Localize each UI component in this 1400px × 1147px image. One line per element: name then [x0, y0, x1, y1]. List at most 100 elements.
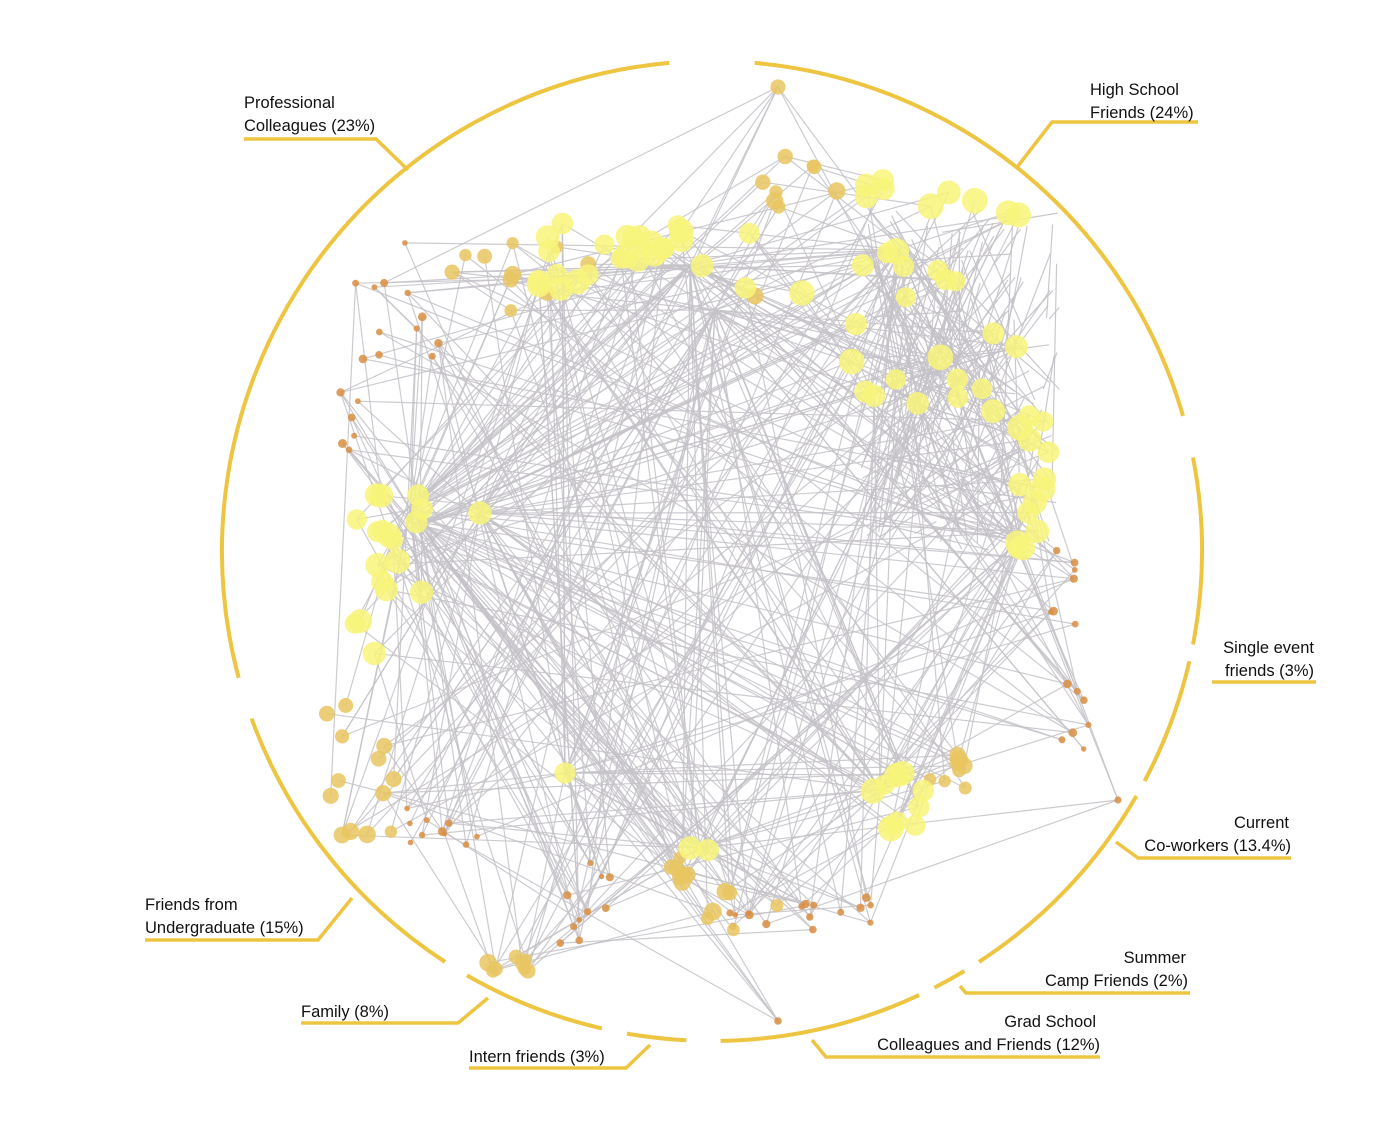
- node-193: [1025, 519, 1050, 544]
- edge-405: [744, 287, 867, 898]
- edge-341: [374, 652, 1073, 734]
- edge-253: [378, 296, 907, 760]
- node-184: [927, 259, 949, 282]
- node-171: [871, 169, 895, 192]
- node-192: [1008, 473, 1032, 497]
- category-ring: [145, 60, 1316, 1070]
- node-234: [789, 280, 815, 306]
- edge-462: [1019, 539, 1119, 801]
- label-intern: Intern friends (3%): [469, 1048, 605, 1066]
- group-label-grad-school: Grad School Colleagues and Friends (12%): [877, 1013, 1100, 1054]
- node-183: [844, 312, 868, 336]
- edge-615: [917, 272, 1050, 383]
- edge-314: [510, 279, 960, 771]
- node-90: [331, 773, 346, 788]
- edge-397: [689, 264, 871, 923]
- node-61: [584, 908, 592, 916]
- edge-242: [421, 249, 901, 510]
- node-56: [732, 912, 738, 918]
- edge-612: [896, 307, 951, 411]
- label-professional-line2: Colleagues (23%): [244, 117, 375, 135]
- edge-458: [564, 772, 701, 849]
- edge-97: [362, 358, 1044, 490]
- node-223: [904, 815, 926, 836]
- node-8: [413, 325, 420, 332]
- edge-16: [680, 86, 779, 232]
- edge-566: [880, 430, 963, 541]
- node-35: [1080, 696, 1088, 704]
- edge-439: [567, 806, 920, 896]
- edge-498: [877, 265, 903, 381]
- edge-281: [409, 509, 443, 832]
- ring-arc-8: [466, 973, 603, 1031]
- edge-502: [1048, 307, 1060, 320]
- edge-288: [406, 332, 994, 809]
- node-64: [598, 873, 605, 880]
- edge-117: [689, 214, 1019, 266]
- network-edges: [326, 86, 1119, 1022]
- edge-390: [748, 539, 1021, 916]
- node-122: [704, 902, 722, 921]
- node-82: [806, 159, 822, 175]
- label-single-event-line1: Single event: [1223, 639, 1314, 657]
- edge-586: [951, 436, 968, 541]
- edge-414: [809, 789, 881, 918]
- edge-385: [870, 789, 881, 906]
- node-52: [862, 893, 871, 902]
- edge-304: [872, 539, 1021, 792]
- node-131: [770, 79, 786, 95]
- edge-350: [384, 578, 1074, 747]
- edge-544: [911, 511, 1021, 531]
- node-53: [798, 903, 805, 910]
- edge-65: [510, 310, 701, 849]
- edge-36: [650, 242, 1021, 541]
- edge-276: [443, 225, 679, 835]
- edge-348: [564, 623, 1076, 774]
- edge-157: [564, 397, 959, 774]
- edge-418: [382, 792, 497, 970]
- edge-604: [878, 283, 909, 533]
- edge-470: [341, 223, 563, 836]
- edge-290: [479, 512, 894, 826]
- edge-142: [714, 309, 941, 358]
- edge-94: [407, 249, 901, 294]
- node-3: [434, 339, 443, 348]
- node-19: [418, 831, 426, 839]
- edge-245: [381, 495, 1075, 564]
- edge-460: [689, 86, 779, 266]
- node-40: [1058, 736, 1066, 744]
- edge-344: [564, 611, 1051, 774]
- edge-214: [778, 206, 901, 251]
- edge-363: [680, 309, 716, 877]
- node-218: [348, 609, 373, 634]
- edge-329: [714, 309, 1076, 571]
- node-209: [346, 509, 367, 530]
- label-undergrad-line2: Undergraduate (15%): [145, 919, 304, 937]
- node-120: [716, 882, 734, 901]
- ring-arc-4: [977, 794, 1139, 964]
- node-93: [376, 737, 393, 754]
- edge-23: [548, 250, 686, 875]
- edge-309: [689, 264, 903, 774]
- edge-542: [867, 224, 896, 388]
- node-62: [563, 891, 572, 900]
- edge-257: [350, 249, 901, 832]
- node-219: [407, 484, 429, 507]
- edge-289: [406, 772, 566, 810]
- edge-74: [438, 249, 901, 344]
- edge-603: [863, 234, 936, 408]
- edge-252: [377, 531, 779, 1022]
- ring-arc-2: [1191, 457, 1204, 645]
- edge-320: [603, 244, 966, 789]
- node-10: [352, 279, 360, 287]
- ring-arc-10: [220, 60, 670, 679]
- edge-375: [689, 264, 709, 919]
- edge-417: [732, 789, 881, 927]
- edge-419: [495, 248, 663, 970]
- edge-369: [419, 524, 684, 875]
- node-179: [892, 255, 915, 277]
- node-27: [445, 819, 453, 827]
- edge-606: [990, 460, 1039, 535]
- edge-275: [443, 833, 494, 972]
- edge-163: [873, 395, 881, 791]
